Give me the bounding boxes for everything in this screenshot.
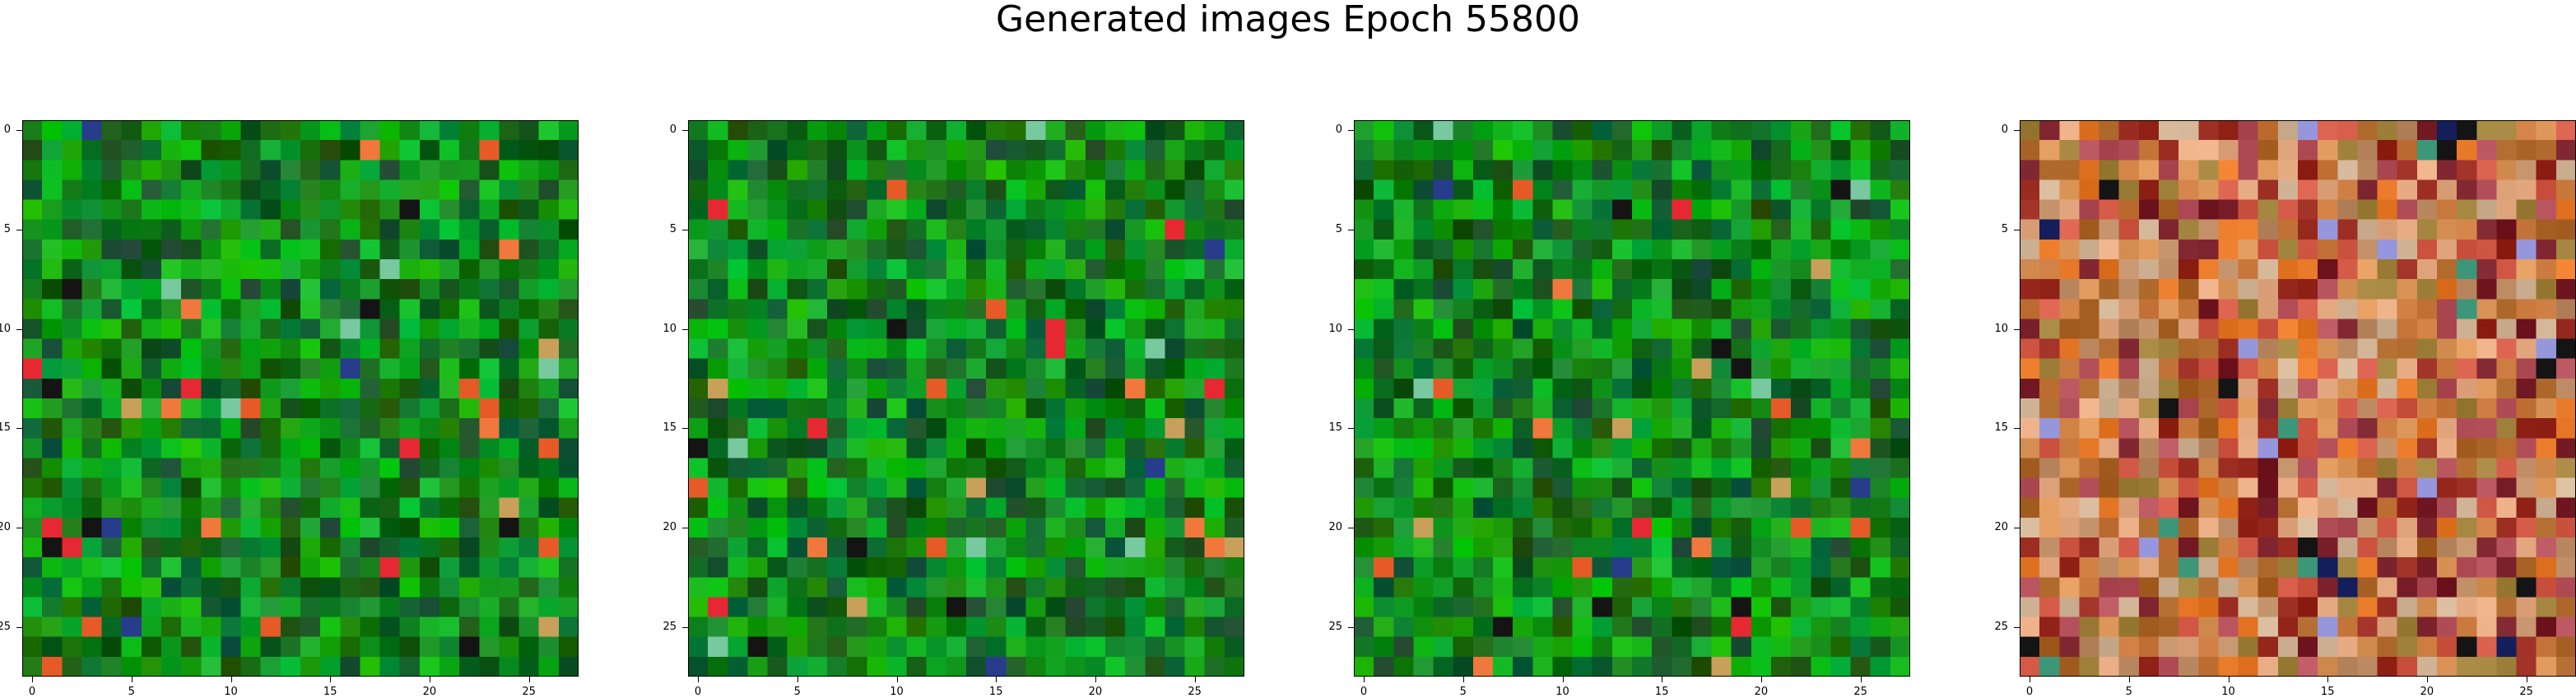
y-tick-mark: [16, 428, 22, 430]
y-tick-mark: [1348, 130, 1354, 132]
x-tick-label: 10: [224, 686, 238, 698]
x-tick-mark: [996, 677, 997, 682]
x-tick-label: 5: [128, 686, 135, 698]
figure-title: Generated images Epoch 55800: [995, 0, 1581, 40]
y-tick-label: 5: [2001, 222, 2008, 235]
y-tick-label: 15: [1328, 421, 1342, 435]
y-tick-label: 15: [663, 421, 677, 435]
x-tick-label: 0: [1360, 686, 1368, 698]
y-tick-label: 5: [3, 222, 11, 235]
x-tick-mark: [797, 677, 798, 682]
y-tick-label: 25: [1328, 620, 1342, 633]
x-tick-label: 10: [1555, 686, 1569, 698]
x-tick-label: 0: [28, 686, 36, 698]
x-tick-mark: [330, 677, 332, 682]
y-tick-mark: [682, 428, 688, 430]
image-panel-4: 0 0 5 5 10 10 15 15 20 20 25 25: [1994, 120, 2576, 698]
x-tick-label: 25: [1188, 686, 1202, 698]
y-tick-label: 10: [663, 322, 677, 335]
y-tick-label: 20: [0, 520, 11, 533]
y-tick-label: 20: [1328, 520, 1342, 533]
x-tick-label: 15: [323, 686, 337, 698]
x-tick-mark: [2327, 677, 2329, 682]
x-tick-label: 5: [1459, 686, 1467, 698]
x-tick-label: 15: [988, 686, 1003, 698]
y-tick-mark: [682, 130, 688, 132]
y-tick-mark: [2014, 328, 2020, 330]
y-tick-label: 25: [0, 620, 11, 633]
y-tick-label: 25: [1994, 620, 2008, 633]
generated-image-1: [22, 120, 579, 677]
x-tick-mark: [1194, 677, 1196, 682]
x-tick-label: 20: [1088, 686, 1103, 698]
x-tick-mark: [2228, 677, 2230, 682]
y-tick-label: 20: [1994, 520, 2008, 533]
x-tick-label: 20: [1754, 686, 1769, 698]
x-tick-mark: [698, 677, 700, 682]
y-tick-label: 15: [1994, 421, 2008, 435]
image-panel-1: 0 0 5 5 10 10 15 15 20 20 25 25: [0, 120, 579, 698]
x-tick-mark: [230, 677, 232, 682]
x-tick-label: 25: [1853, 686, 1867, 698]
x-tick-label: 5: [793, 686, 801, 698]
y-tick-label: 0: [669, 123, 677, 137]
x-tick-label: 10: [890, 686, 904, 698]
x-tick-label: 15: [1654, 686, 1669, 698]
x-tick-label: 25: [522, 686, 536, 698]
y-tick-label: 5: [1335, 222, 1342, 235]
x-tick-mark: [1462, 677, 1464, 682]
y-tick-mark: [16, 130, 22, 132]
y-tick-mark: [682, 328, 688, 330]
x-tick-mark: [528, 677, 530, 682]
y-tick-mark: [2014, 428, 2020, 430]
y-tick-label: 0: [2001, 123, 2008, 137]
y-tick-label: 0: [3, 123, 11, 137]
x-tick-label: 0: [694, 686, 702, 698]
generated-image-2: [688, 120, 1244, 677]
y-tick-mark: [16, 328, 22, 330]
x-tick-mark: [896, 677, 898, 682]
x-tick-label: 25: [2519, 686, 2533, 698]
y-tick-label: 10: [1994, 322, 2008, 335]
generated-image-3: [1354, 120, 1910, 677]
x-tick-mark: [32, 677, 34, 682]
y-tick-label: 15: [0, 421, 11, 435]
y-tick-label: 0: [1335, 123, 1342, 137]
x-tick-label: 5: [2125, 686, 2132, 698]
image-panel-2: 0 0 5 5 10 10 15 15 20 20 25 25: [663, 120, 1244, 698]
x-tick-mark: [1364, 677, 1365, 682]
y-tick-mark: [682, 626, 688, 628]
x-tick-label: 10: [2221, 686, 2235, 698]
y-tick-label: 10: [1328, 322, 1342, 335]
x-tick-mark: [1760, 677, 1762, 682]
x-tick-mark: [1562, 677, 1564, 682]
x-tick-label: 20: [422, 686, 437, 698]
x-tick-label: 20: [2420, 686, 2434, 698]
y-tick-label: 25: [663, 620, 677, 633]
y-tick-label: 5: [669, 222, 677, 235]
y-tick-mark: [16, 626, 22, 628]
x-tick-mark: [1860, 677, 1862, 682]
x-tick-mark: [2128, 677, 2130, 682]
image-panel-3: 0 0 5 5 10 10 15 15 20 20 25 25: [1328, 120, 1910, 698]
y-tick-label: 10: [0, 322, 11, 335]
y-tick-mark: [1348, 428, 1354, 430]
x-tick-label: 0: [2025, 686, 2034, 698]
y-tick-mark: [2014, 626, 2020, 628]
y-tick-mark: [2014, 130, 2020, 132]
y-tick-mark: [1348, 626, 1354, 628]
x-tick-mark: [131, 677, 133, 682]
generated-image-4: [2020, 120, 2576, 677]
x-tick-mark: [1095, 677, 1096, 682]
y-tick-mark: [1348, 328, 1354, 330]
x-tick-mark: [2426, 677, 2428, 682]
y-tick-label: 20: [663, 520, 677, 533]
x-tick-label: 15: [2320, 686, 2335, 698]
